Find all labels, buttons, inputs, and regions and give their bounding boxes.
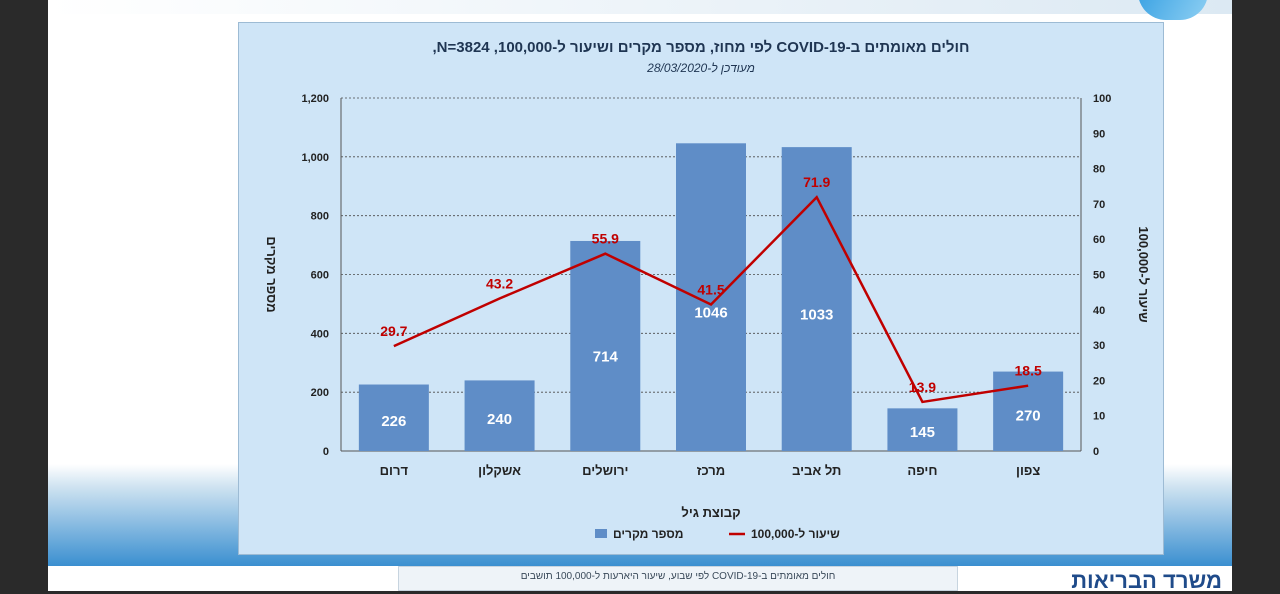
- bar: [887, 408, 958, 451]
- y-tick-label: 200: [311, 387, 329, 399]
- bar: [993, 371, 1064, 451]
- y-axis-title: מספר מקרים: [264, 236, 279, 312]
- bar-value-label: 226: [381, 413, 406, 430]
- bar-value-label: 240: [487, 411, 512, 428]
- chart-title: חולים מאומתים ב-COVID-19 לפי מחוז, מספר …: [432, 39, 970, 56]
- bar-value-label: 714: [593, 348, 619, 365]
- left-frame: [0, 0, 48, 591]
- presentation-slide: חולים מאומתים ב-COVID-19 לפי מחוז, מספר …: [48, 0, 1232, 566]
- x-tick-label: חיפה: [907, 463, 937, 478]
- y2-tick-label: 30: [1093, 340, 1105, 352]
- y-tick-label: 0: [323, 446, 329, 458]
- slide-top-bar: [48, 0, 1232, 14]
- bar: [676, 143, 746, 451]
- chart-subtitle: מעודכן ל-28/03/2020: [647, 61, 755, 75]
- x-tick-label: ירושלים: [582, 463, 628, 478]
- line-value-label: 55.9: [592, 231, 619, 247]
- logo-swoosh-icon: [1138, 0, 1208, 20]
- legend-bar-swatch: [595, 529, 607, 538]
- x-tick-label: מרכז: [697, 463, 725, 478]
- bar: [570, 240, 641, 451]
- legend-line-label: שיעור ל-100,000: [751, 527, 840, 541]
- bar-value-label: 145: [910, 424, 935, 441]
- y2-tick-label: 100: [1093, 93, 1111, 105]
- x-tick-label: תל אביב: [792, 463, 841, 478]
- y2-tick-label: 40: [1093, 305, 1105, 317]
- chart-panel: חולים מאומתים ב-COVID-19 לפי מחוז, מספר …: [238, 22, 1164, 555]
- y2-tick-label: 20: [1093, 375, 1105, 387]
- line-value-label: 13.9: [909, 379, 936, 395]
- legend-bar-label: מספר מקרים: [613, 527, 683, 541]
- rate-line: [393, 195, 1029, 404]
- bar: [781, 147, 852, 451]
- x-tick-label: צפון: [1016, 463, 1040, 478]
- x-tick-label: דרום: [380, 463, 409, 478]
- ministry-logo-text: משרד הבריאות: [1071, 568, 1222, 593]
- y2-tick-label: 90: [1093, 128, 1105, 140]
- combo-chart: 0 200 400 600 800 1,000 1,200 0 10 20 30 40 50 60 70 80…: [264, 93, 1151, 541]
- y2-tick-label: 10: [1093, 411, 1105, 423]
- bar-value-label: 1046: [694, 305, 727, 322]
- line-value-label: 18.5: [1015, 363, 1042, 379]
- x-axis-title: קבוצת גיל: [681, 505, 740, 520]
- line-value-label: 29.7: [380, 323, 407, 339]
- line-value-label: 41.5: [697, 282, 724, 298]
- bar: [464, 380, 535, 451]
- next-slide-caption: חולים מאומתים ב-COVID-19 לפי שבוע, שיעור…: [398, 566, 958, 591]
- next-slide-strip: חולים מאומתים ב-COVID-19 לפי שבוע, שיעור…: [48, 566, 1232, 593]
- y2-tick-label: 70: [1093, 199, 1105, 211]
- y2-tick-label: 60: [1093, 234, 1105, 246]
- y2-axis-title: שיעור ל-100,000: [1136, 226, 1151, 322]
- line-value-label: 71.9: [803, 174, 830, 190]
- y2-tick-label: 50: [1093, 270, 1105, 282]
- line-value-label: 43.2: [486, 276, 513, 292]
- y2-tick-label: 0: [1093, 446, 1099, 458]
- x-tick-label: אשקלון: [478, 463, 521, 478]
- y-tick-label: 400: [311, 328, 329, 340]
- bar-value-label: 270: [1016, 407, 1041, 424]
- y-tick-label: 1,000: [301, 152, 329, 164]
- y-tick-label: 600: [311, 270, 329, 282]
- y-tick-label: 1,200: [301, 93, 329, 105]
- y2-tick-label: 80: [1093, 164, 1105, 176]
- bar-value-label: 1033: [800, 306, 833, 323]
- right-frame: [1232, 0, 1280, 591]
- y-tick-label: 800: [311, 211, 329, 223]
- bar: [358, 384, 429, 451]
